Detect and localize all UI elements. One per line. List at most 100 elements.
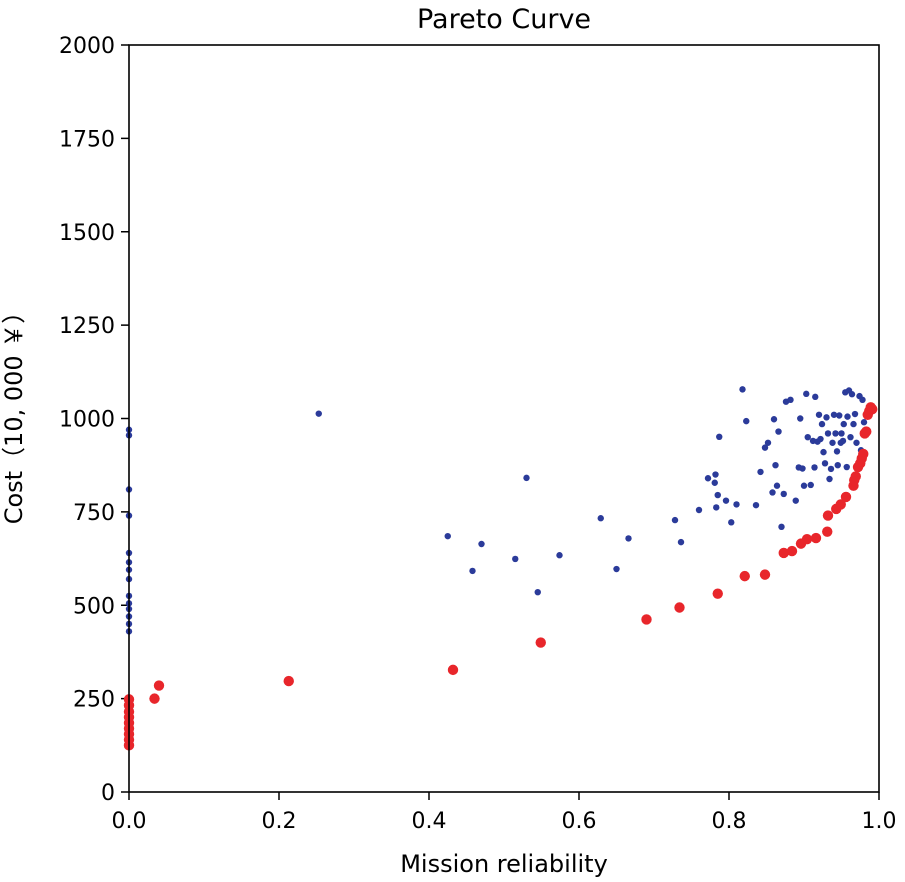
red-data-point: [822, 526, 833, 537]
red-data-point: [759, 569, 771, 580]
blue-data-point: [826, 475, 833, 483]
blue-data-point: [804, 433, 811, 441]
blue-point-series: [125, 386, 868, 635]
blue-data-point: [625, 535, 632, 542]
blue-data-point: [752, 501, 760, 509]
blue-data-point: [757, 468, 764, 476]
red-data-point: [153, 680, 165, 691]
blue-data-point: [704, 475, 712, 482]
blue-data-point: [792, 497, 799, 504]
y-tick-label: 0: [101, 781, 115, 806]
blue-data-point: [712, 471, 719, 478]
y-axis-title: Cost（10, 000 ￥）: [0, 300, 28, 525]
red-data-point: [861, 426, 872, 437]
red-point-series: [123, 402, 878, 751]
blue-data-point: [818, 420, 826, 428]
blue-data-point: [827, 465, 835, 473]
red-data-point: [835, 499, 846, 510]
y-tick-label: 500: [73, 594, 115, 619]
y-tick-label: 750: [73, 501, 115, 526]
blue-data-point: [775, 428, 782, 435]
x-axis-ticks: 0.0 0.2 0.4 0.6 0.8 1.0: [112, 792, 897, 834]
blue-data-point: [811, 464, 818, 471]
blue-data-point: [824, 430, 832, 437]
x-tick-label: 1.0: [862, 809, 897, 834]
red-data-point: [535, 637, 546, 648]
scatter-points: [123, 386, 878, 751]
chart-title: Pareto Curve: [417, 4, 591, 35]
x-tick-label: 0.8: [712, 809, 747, 834]
red-data-point: [822, 510, 834, 521]
blue-data-point: [739, 386, 746, 393]
blue-data-point: [823, 414, 830, 421]
red-data-point: [858, 448, 869, 460]
blue-data-point: [833, 448, 841, 455]
blue-data-point: [844, 413, 851, 420]
blue-data-point: [761, 444, 769, 451]
blue-data-point: [469, 567, 476, 575]
blue-data-point: [847, 433, 854, 441]
blue-data-point: [597, 515, 604, 522]
blue-data-point: [829, 439, 836, 446]
x-tick-label: 0.0: [112, 809, 147, 834]
blue-data-point: [787, 396, 794, 404]
blue-data-point: [770, 416, 778, 423]
blue-data-point: [817, 435, 824, 443]
blue-data-point: [523, 474, 530, 482]
blue-data-point: [671, 516, 679, 524]
red-data-point: [778, 547, 789, 559]
blue-data-point: [839, 437, 847, 445]
blue-data-point: [713, 504, 720, 511]
blue-data-point: [716, 433, 723, 441]
blue-data-point: [853, 439, 860, 446]
blue-data-point: [695, 506, 703, 514]
blue-data-point: [764, 439, 772, 446]
blue-data-point: [769, 489, 776, 496]
blue-data-point: [780, 490, 787, 498]
red-data-point: [447, 664, 459, 676]
y-tick-label: 1500: [59, 221, 115, 246]
red-data-point: [867, 403, 878, 415]
blue-data-point: [733, 501, 740, 508]
blue-data-point: [812, 393, 819, 401]
red-data-point: [786, 545, 798, 557]
red-data-point: [739, 570, 750, 582]
blue-data-point: [820, 448, 827, 456]
blue-data-point: [860, 419, 868, 426]
y-tick-label: 1000: [59, 408, 115, 433]
blue-data-point: [512, 555, 519, 563]
blue-data-point: [859, 396, 866, 404]
red-data-point: [149, 693, 160, 704]
red-data-point: [840, 491, 852, 503]
y-tick-label: 2000: [59, 34, 115, 59]
blue-data-point: [807, 481, 814, 489]
red-data-point: [810, 532, 822, 544]
x-tick-label: 0.2: [262, 809, 297, 834]
blue-data-point: [743, 417, 750, 425]
y-axis-ticks: 0 250 500 750 1000 1250 1500 1750 2000: [59, 34, 129, 806]
blue-data-point: [556, 552, 563, 559]
red-data-point: [283, 675, 294, 687]
blue-data-point: [534, 588, 541, 596]
blue-data-point: [834, 461, 841, 469]
red-data-point: [641, 614, 652, 625]
y-tick-label: 250: [73, 688, 115, 713]
blue-data-point: [722, 497, 730, 504]
y-tick-label: 1750: [59, 127, 115, 152]
x-tick-label: 0.6: [562, 809, 597, 834]
blue-data-point: [799, 465, 806, 472]
blue-data-point: [677, 538, 685, 546]
blue-data-point: [711, 479, 718, 486]
blue-data-point: [848, 391, 856, 398]
blue-data-point: [832, 430, 839, 437]
red-data-point: [801, 533, 813, 545]
blue-data-point: [850, 420, 857, 428]
blue-data-point: [836, 412, 843, 419]
blue-data-point: [772, 461, 779, 469]
blue-data-point: [728, 519, 735, 526]
blue-data-point: [840, 420, 847, 428]
x-axis-title: Mission reliability: [400, 850, 608, 878]
blue-data-point: [815, 411, 823, 418]
x-tick-label: 0.4: [412, 809, 447, 834]
